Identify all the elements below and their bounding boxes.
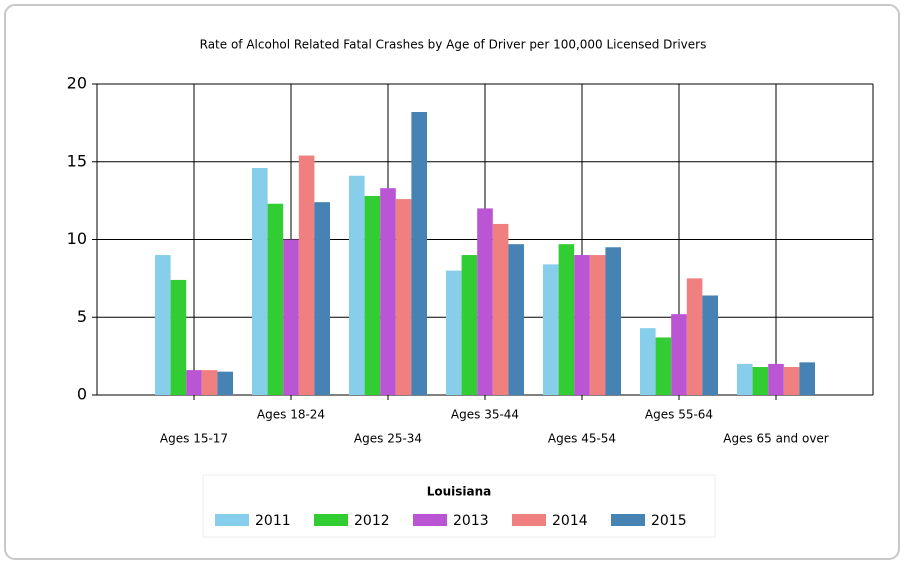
x-tick-label: Ages 15-17 (160, 432, 228, 446)
bar (155, 255, 171, 395)
bar (671, 314, 687, 395)
bar (574, 255, 590, 395)
bar (799, 362, 815, 395)
legend-label: 2014 (552, 513, 588, 529)
bar (558, 244, 575, 395)
bar (640, 328, 656, 395)
legend-swatch (512, 514, 546, 526)
y-tick-label: 20 (67, 74, 87, 93)
x-tick-label: Ages 45-54 (548, 432, 616, 446)
bar (446, 270, 462, 395)
y-tick-label: 0 (77, 385, 87, 404)
y-tick-label: 15 (67, 151, 87, 170)
bar (783, 367, 800, 395)
bar (543, 264, 559, 395)
bar (752, 367, 769, 395)
legend-swatch (413, 514, 447, 526)
legend-swatch (215, 514, 249, 526)
bar (605, 247, 621, 395)
legend-label: 2012 (354, 513, 390, 529)
bar (411, 111, 427, 396)
legend-title: Louisiana (427, 485, 492, 499)
bar (170, 279, 187, 395)
bar (686, 278, 703, 395)
legend-box (202, 474, 716, 538)
bar (201, 370, 218, 395)
bar (349, 175, 365, 395)
bar (314, 202, 330, 395)
bar (267, 203, 284, 395)
bar (702, 295, 718, 395)
bar (508, 244, 524, 395)
x-tick-label: Ages 65 and over (723, 432, 829, 446)
bar (492, 223, 509, 395)
bar (461, 255, 478, 395)
bar (655, 337, 672, 395)
y-tick-label: 10 (67, 229, 87, 248)
y-tick-label: 5 (77, 307, 87, 326)
legend-label: 2015 (651, 513, 687, 529)
bar (217, 371, 233, 395)
bar (737, 363, 753, 395)
bar (186, 370, 202, 395)
bar (589, 255, 606, 395)
x-tick-label: Ages 35-44 (451, 408, 519, 422)
bar (252, 167, 268, 395)
x-tick-label: Ages 55-64 (645, 408, 713, 422)
bar (380, 188, 396, 395)
legend-swatch (611, 514, 645, 526)
bar (364, 195, 381, 395)
bar (298, 155, 315, 395)
bar (283, 239, 299, 395)
x-tick-label: Ages 25-34 (354, 432, 422, 446)
legend-label: 2011 (255, 513, 291, 529)
x-tick-label: Ages 18-24 (257, 408, 325, 422)
legend-label: 2013 (453, 513, 489, 529)
chart-title: Rate of Alcohol Related Fatal Crashes by… (200, 38, 707, 52)
bar (395, 199, 412, 395)
bar (477, 208, 493, 395)
legend-swatch (314, 514, 348, 526)
bar (768, 363, 784, 395)
